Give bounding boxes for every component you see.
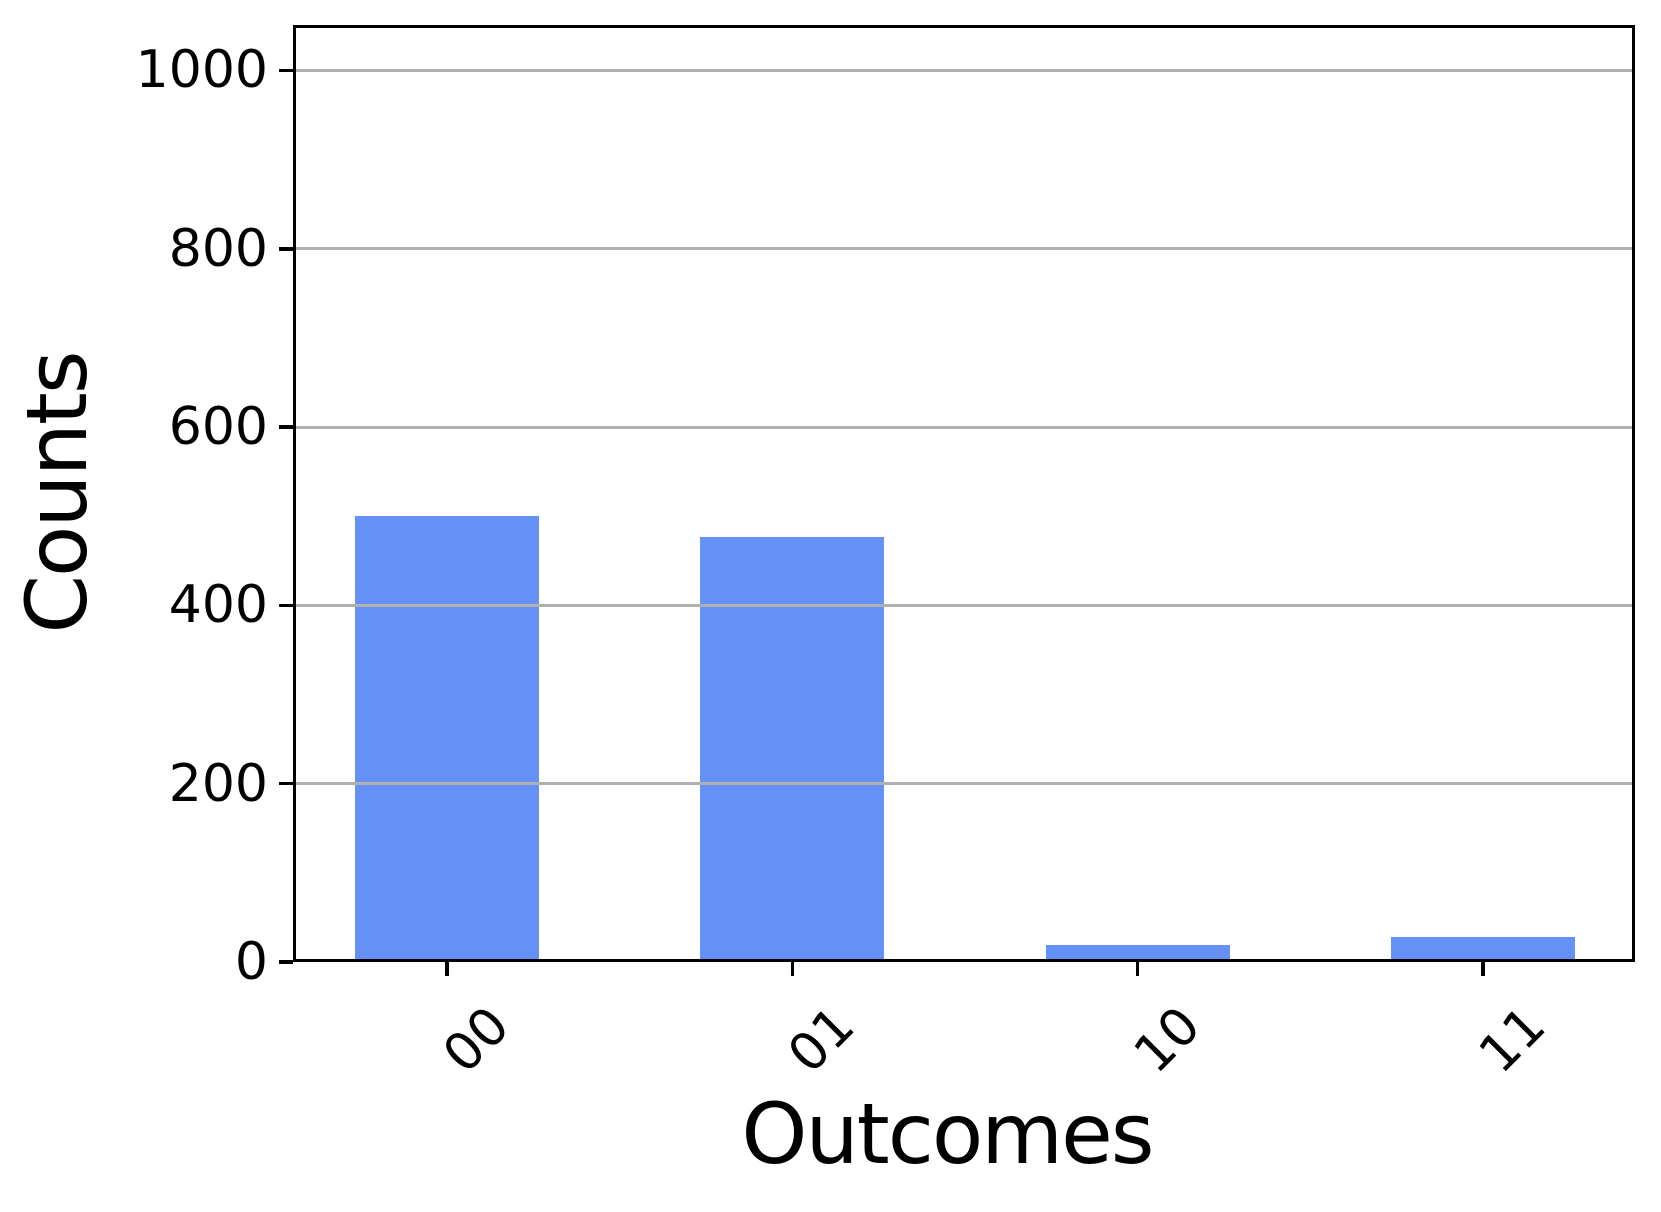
- bar-11: [1390, 937, 1575, 962]
- y-tick-mark-400: [279, 603, 293, 608]
- y-tick-label-400: 400: [168, 575, 268, 636]
- gridline-600: [293, 425, 1635, 429]
- y-tick-mark-800: [279, 247, 293, 251]
- bar-01: [700, 536, 885, 962]
- x-tick-mark-10: [1135, 962, 1140, 976]
- gridline-200: [293, 782, 1635, 786]
- bar-00: [355, 516, 539, 962]
- y-tick-mark-600: [279, 425, 293, 429]
- plot-area: [293, 25, 1635, 962]
- y-tick-label-0: 0: [234, 932, 268, 992]
- gridline-800: [293, 247, 1635, 251]
- y-tick-mark-0: [279, 960, 293, 964]
- x-tick-label-10: 10: [1122, 995, 1212, 1085]
- y-tick-label-600: 600: [168, 397, 268, 458]
- gridline-400: [293, 603, 1635, 607]
- x-tick-mark-11: [1481, 962, 1485, 976]
- x-tick-label-00: 00: [431, 995, 522, 1085]
- y-tick-label-1000: 1000: [135, 40, 268, 101]
- y-tick-label-800: 800: [168, 218, 268, 279]
- x-tick-mark-00: [445, 962, 449, 976]
- y-tick-mark-200: [279, 781, 293, 786]
- x-axis-label: Outcomes: [741, 1085, 1154, 1183]
- x-tick-label-11: 11: [1467, 995, 1558, 1085]
- x-tick-label-01: 01: [777, 995, 867, 1085]
- y-tick-label-200: 200: [168, 753, 268, 814]
- bar-10: [1045, 945, 1230, 962]
- x-tick-mark-01: [790, 962, 795, 976]
- y-tick-mark-1000: [279, 68, 293, 73]
- gridline-1000: [293, 68, 1635, 72]
- y-axis-label: Counts: [8, 352, 106, 634]
